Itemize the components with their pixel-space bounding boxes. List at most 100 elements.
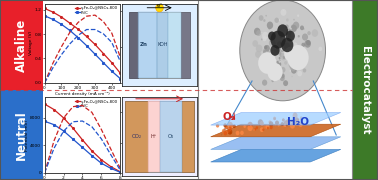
Circle shape xyxy=(228,122,233,128)
Circle shape xyxy=(262,80,267,86)
Pt/C xyxy=(42,15,47,17)
γ-Fe₂O₃@NSCs-800 xyxy=(93,43,97,46)
Circle shape xyxy=(293,22,299,29)
Circle shape xyxy=(295,54,302,62)
Circle shape xyxy=(300,116,302,118)
Circle shape xyxy=(254,128,256,130)
Y-axis label: Power Density
(mW cm⁻²): Power Density (mW cm⁻²) xyxy=(133,28,142,58)
Circle shape xyxy=(225,132,227,135)
Circle shape xyxy=(264,45,270,51)
Text: H⁺: H⁺ xyxy=(151,134,157,139)
Pt/C xyxy=(61,130,66,132)
Circle shape xyxy=(311,29,318,37)
γ-Fe₂O₃@NSCs-800 xyxy=(61,117,66,119)
Line: Pt/C: Pt/C xyxy=(44,120,121,173)
Circle shape xyxy=(285,49,287,51)
Text: O₂: O₂ xyxy=(168,134,174,139)
Circle shape xyxy=(229,131,232,134)
Text: e⁻: e⁻ xyxy=(156,3,163,8)
Circle shape xyxy=(277,41,282,47)
Circle shape xyxy=(280,42,282,45)
Circle shape xyxy=(262,128,265,131)
Pt/C xyxy=(101,62,106,64)
γ-Fe₂O₃@NSCs-800 xyxy=(110,62,114,64)
Circle shape xyxy=(273,46,277,51)
Circle shape xyxy=(229,124,233,128)
Circle shape xyxy=(288,36,293,41)
Bar xyxy=(182,101,194,172)
Text: Neutral: Neutral xyxy=(15,110,28,160)
γ-Fe₂O₃@NSCs-800 xyxy=(108,166,113,168)
Circle shape xyxy=(275,120,279,125)
Circle shape xyxy=(228,129,231,133)
Pt/C xyxy=(76,37,81,39)
Circle shape xyxy=(222,129,227,134)
Circle shape xyxy=(266,51,271,55)
Circle shape xyxy=(263,50,266,54)
Circle shape xyxy=(275,61,281,68)
Pt/C xyxy=(84,45,89,47)
γ-Fe₂O₃@NSCs-800 xyxy=(118,171,122,173)
Circle shape xyxy=(292,47,294,48)
Line: γ-Fe₂O₃@NSCs-800: γ-Fe₂O₃@NSCs-800 xyxy=(44,8,121,74)
Bar xyxy=(181,12,190,78)
Circle shape xyxy=(289,62,294,68)
Circle shape xyxy=(232,124,236,128)
Circle shape xyxy=(240,0,325,101)
Polygon shape xyxy=(211,112,341,125)
Pt/C xyxy=(118,77,122,80)
Circle shape xyxy=(291,76,293,77)
Circle shape xyxy=(287,28,293,35)
Circle shape xyxy=(256,44,262,52)
Circle shape xyxy=(240,131,244,135)
Y-axis label: Voltage (V): Voltage (V) xyxy=(29,31,33,55)
Circle shape xyxy=(297,71,302,76)
Circle shape xyxy=(258,52,277,74)
Circle shape xyxy=(273,43,276,47)
Circle shape xyxy=(299,122,303,127)
Circle shape xyxy=(280,36,282,38)
Circle shape xyxy=(293,113,297,118)
Circle shape xyxy=(270,71,273,73)
Circle shape xyxy=(295,117,299,122)
γ-Fe₂O₃@NSCs-800 xyxy=(51,11,55,13)
Circle shape xyxy=(263,49,266,53)
Text: Alkaline: Alkaline xyxy=(15,18,28,72)
Circle shape xyxy=(290,70,291,72)
Circle shape xyxy=(259,15,263,21)
Circle shape xyxy=(282,118,285,122)
Circle shape xyxy=(296,47,297,49)
Circle shape xyxy=(291,67,297,74)
Circle shape xyxy=(287,50,292,56)
Circle shape xyxy=(268,56,272,61)
Circle shape xyxy=(228,127,232,131)
Circle shape xyxy=(286,124,288,126)
Text: CO₂: CO₂ xyxy=(132,134,142,139)
γ-Fe₂O₃@NSCs-800 xyxy=(80,139,85,141)
Circle shape xyxy=(269,56,273,61)
γ-Fe₂O₃@NSCs-800 xyxy=(59,16,64,18)
Circle shape xyxy=(293,42,297,48)
Circle shape xyxy=(300,118,301,120)
Circle shape xyxy=(258,119,263,125)
Circle shape xyxy=(274,71,280,77)
Circle shape xyxy=(280,122,284,126)
Bar xyxy=(129,12,190,78)
γ-Fe₂O₃@NSCs-800 xyxy=(68,22,72,24)
Text: KOH: KOH xyxy=(157,42,168,48)
Circle shape xyxy=(283,10,284,11)
Bar xyxy=(138,12,157,78)
Text: O₂: O₂ xyxy=(222,112,236,122)
Circle shape xyxy=(293,122,295,125)
Circle shape xyxy=(286,29,292,35)
γ-Fe₂O₃@NSCs-800 xyxy=(71,127,75,129)
Circle shape xyxy=(262,123,263,125)
Circle shape xyxy=(297,61,304,68)
Line: γ-Fe₂O₃@NSCs-800: γ-Fe₂O₃@NSCs-800 xyxy=(44,103,121,173)
Circle shape xyxy=(301,43,305,47)
Circle shape xyxy=(304,40,311,48)
γ-Fe₂O₃@NSCs-800 xyxy=(101,53,106,55)
Circle shape xyxy=(271,79,274,82)
Polygon shape xyxy=(211,137,341,149)
Circle shape xyxy=(249,124,250,126)
